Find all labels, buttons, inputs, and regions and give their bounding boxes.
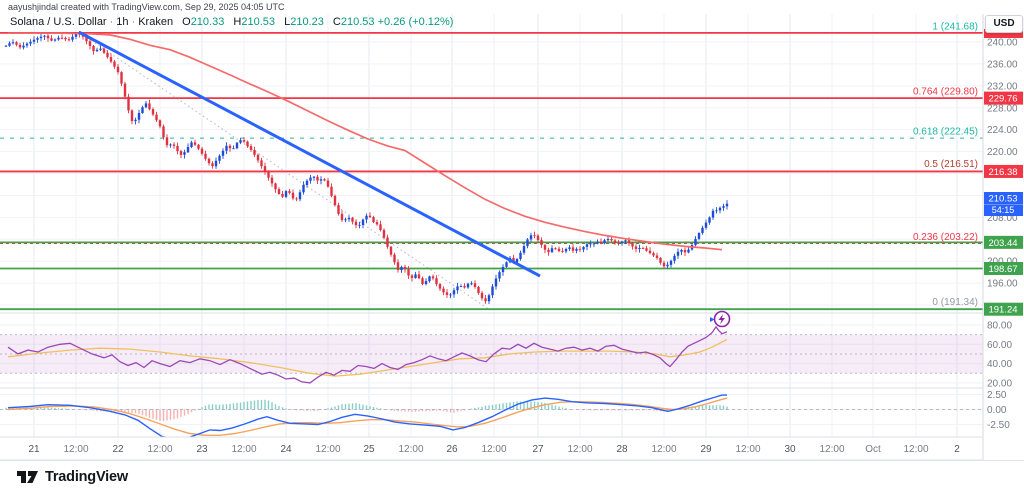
fib-level-label: 0.618 (222.45) [913,127,978,138]
interval-label[interactable]: 1h [116,16,129,28]
time-tick-label: 12:00 [651,444,676,455]
fib-trend-dashed-line[interactable] [79,32,489,310]
price-axis-badge: 229.76 [984,91,1023,105]
svg-text:216.38: 216.38 [988,167,1017,178]
macd-histogram-positive [5,399,728,410]
time-tick-label: 12:00 [903,444,928,455]
time-tick-label: 28 [616,444,628,455]
grid [0,14,983,437]
rsi-pane [0,325,983,384]
clipped-top-price-badge [984,29,1023,38]
time-tick-label: 23 [196,444,208,455]
svg-text:220.00: 220.00 [987,147,1018,158]
tradingview-logo-icon[interactable] [16,469,39,485]
close-label: C [332,16,341,28]
svg-text:229.76: 229.76 [988,94,1017,105]
svg-text:80.00: 80.00 [987,321,1012,332]
time-tick-label: 12:00 [147,444,172,455]
time-tick-label: 12:00 [63,444,88,455]
svg-text:2.50: 2.50 [987,390,1007,401]
time-tick-label: 24 [280,444,292,455]
fib-level-label: 1 (241.68) [932,21,978,32]
red-moving-average-line[interactable] [8,32,723,251]
time-tick-label: 26 [446,444,458,455]
price-axis-badge: 216.38 [984,164,1023,178]
event-marker[interactable] [710,310,731,328]
open-label: O [182,16,191,28]
svg-text:191.24: 191.24 [988,305,1017,316]
time-tick-label: 21 [28,444,40,455]
time-tick-label: 12:00 [735,444,760,455]
change-value: +0.26 (+0.12%) [377,16,454,28]
horizontal-lines[interactable] [0,32,983,311]
legend-separator: · [109,16,114,28]
time-tick-label: 12:00 [481,444,506,455]
svg-text:60.00: 60.00 [987,340,1012,351]
blue-trendline[interactable] [78,30,541,278]
cursor-arrow-icon [710,317,715,322]
footer-bar: TradingView [0,460,1024,493]
time-tick-label: 12:00 [567,444,592,455]
low-value: 210.23 [290,16,324,28]
svg-text:196.00: 196.00 [987,279,1018,290]
svg-text:20.00: 20.00 [987,378,1012,389]
price-axis[interactable]: 240.00236.00232.00228.00224.00220.00212.… [913,14,1024,460]
high-label: H [233,16,242,28]
fib-level-label: 0 (191.34) [932,297,978,308]
svg-text:-2.50: -2.50 [987,420,1010,431]
svg-text:40.00: 40.00 [987,359,1012,370]
svg-text:228.00: 228.00 [987,103,1018,114]
fib-level-label: 0.764 (229.80) [913,86,978,97]
fib-level-label: 0.236 (203.22) [913,232,978,243]
rsi-ma-line[interactable] [7,338,728,377]
high-value: 210.53 [241,16,276,28]
price-axis-badge: 198.67 [984,261,1023,275]
rsi-line[interactable] [7,325,728,384]
macd-signal-line[interactable] [7,397,728,436]
open-value: 210.33 [190,16,225,28]
low-label: L [284,16,291,28]
time-tick-label: 12:00 [819,444,844,455]
svg-text:210.53: 210.53 [988,193,1017,204]
exchange-label[interactable]: Kraken [138,16,174,28]
svg-text:224.00: 224.00 [987,125,1018,136]
legend-separator: · [131,16,136,28]
svg-text:236.00: 236.00 [987,59,1018,70]
price-axis-badge: 203.44 [984,235,1023,249]
svg-text:198.67: 198.67 [988,264,1017,275]
symbol-title[interactable]: Solana / U.S. Dollar [10,16,107,28]
time-tick-label: Oct [865,444,881,455]
price-axis-badge: 191.24 [984,302,1023,316]
svg-text:208.00: 208.00 [987,213,1018,224]
currency-toggle-button[interactable]: USD [985,15,1023,33]
lightning-bolt-icon [718,314,725,325]
time-tick-label: 29 [700,444,712,455]
time-axis[interactable]: 21 12:00 22 12:00 23 12:00 24 12:00 25 12:00 26 12:… [28,444,960,455]
time-tick-label: 12:00 [315,444,340,455]
time-tick-label: 12:00 [398,444,423,455]
svg-text:240.00: 240.00 [987,38,1018,49]
time-tick-label: 30 [784,444,796,455]
time-tick-label: 2 [954,444,960,455]
macd-histogram-negative [75,409,676,422]
svg-text:54:15: 54:15 [992,205,1015,215]
svg-text:0.00: 0.00 [987,405,1007,416]
tradingview-brand-text[interactable]: TradingView [45,469,128,485]
close-value: 210.53 [340,16,375,28]
time-tick-label: 22 [112,444,124,455]
time-tick-label: 27 [532,444,544,455]
fib-level-label: 0.5 (216.51) [924,159,978,170]
time-tick-label: 12:00 [231,444,256,455]
svg-text:232.00: 232.00 [987,81,1018,92]
svg-text:203.44: 203.44 [988,238,1017,249]
attribution-text: aayushjindal created with TradingView.co… [0,0,1024,14]
time-tick-label: 25 [363,444,375,455]
symbol-legend[interactable]: Solana / U.S. Dollar · 1h · Kraken O210.33 H… [10,16,453,28]
